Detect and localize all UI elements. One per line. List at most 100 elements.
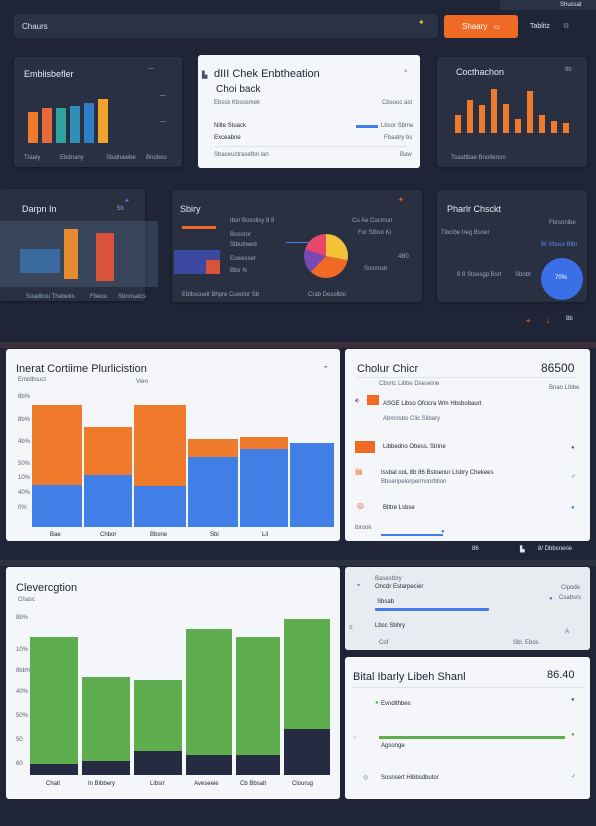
dot-icon[interactable]: ●	[571, 697, 575, 703]
bar-chart-panel[interactable]: Inerat Cortiime Plurlicistion Emidbsuct …	[6, 349, 340, 541]
grid-icon: ≡	[349, 625, 353, 631]
bar	[563, 123, 569, 133]
bar	[236, 637, 280, 755]
y-tick: 8b%	[16, 615, 29, 621]
rect-shape	[206, 260, 220, 274]
color-swatch	[355, 441, 375, 453]
bar	[70, 106, 80, 143]
text: 8 8 Stoesgp Bsrt	[457, 272, 502, 278]
line-icon: —	[160, 119, 166, 125]
text: Ibor Bosnlisy 8 8	[230, 218, 275, 224]
settings-icon[interactable]: ⚙	[563, 23, 570, 30]
status-left: 86	[472, 546, 479, 552]
card-darpn[interactable]: Darpn In ✦ 5b Soadbou Thebeks Fbeou Sbnn…	[0, 189, 158, 301]
bar	[551, 121, 557, 133]
list-panel-cholur[interactable]: Cholur Chicr 86500 Cbsrtc Libbe Dseseine…	[345, 349, 590, 541]
list-item-title[interactable]: Sosnsert Hibbsdbutor	[381, 775, 439, 781]
bar	[96, 233, 114, 281]
footer-text: Tsaattbae Bnoltenon	[451, 155, 506, 161]
list-item-sub: Bbsenpelorpermsnrbtion	[381, 479, 447, 485]
legend: Vieo	[136, 379, 148, 385]
share-button[interactable]: Shaary ▭	[444, 15, 518, 38]
green-chart-panel[interactable]: Clevercgtion Chasc 8b% 10% 8bb% 40% 50% …	[6, 567, 340, 799]
pin-icon[interactable]: ⌖	[357, 583, 361, 589]
tab-right[interactable]: Tablitz	[530, 23, 550, 30]
footer-text: Soadbou Thebeks	[26, 294, 75, 300]
pie-value: 70%	[555, 275, 568, 281]
card-emblisbefler[interactable]: Emblisbefler — — — Ttaaly Ebdnany Sbalna…	[14, 57, 182, 167]
list-item-title[interactable]: Agsonge	[381, 743, 405, 749]
text: Sbsab	[377, 599, 395, 605]
list-item-title[interactable]: ASGE Libso Ofcicra Wm Hbsbobaurt	[383, 401, 482, 407]
more-icon[interactable]: —	[148, 66, 154, 72]
check-icon[interactable]: ✓	[571, 474, 577, 480]
progress-bar	[356, 125, 378, 128]
pin-icon[interactable]: ✦	[398, 197, 404, 204]
list-item-title[interactable]: Evndithbes	[381, 701, 411, 707]
folder-icon: ▤	[355, 467, 363, 476]
bar	[186, 629, 232, 755]
y-tick: 10%	[18, 475, 31, 481]
bar	[188, 439, 238, 457]
row-label: Nilte Stuack	[214, 123, 247, 129]
bar	[479, 105, 485, 133]
list-panel-bital[interactable]: Bital Ibarly Libeh Shanl 86.40 ● Evndith…	[345, 657, 590, 799]
bar	[467, 100, 473, 133]
bar	[56, 108, 66, 143]
close-icon[interactable]: ×	[404, 69, 408, 75]
x-label: In Bibbery	[88, 781, 116, 787]
bar	[539, 115, 545, 133]
dot-icon[interactable]: ●	[571, 445, 575, 451]
arrow-icon[interactable]: ↓	[546, 316, 550, 325]
list-item-title[interactable]: Libbedno Obess. Strine	[383, 444, 446, 450]
text: Csabsrs	[559, 595, 582, 601]
bar	[491, 89, 497, 133]
badge: 8b	[565, 67, 572, 73]
sparkle-icon[interactable]: ✦	[418, 18, 425, 27]
pin-icon[interactable]: ⌖	[324, 365, 328, 371]
card-sbiry[interactable]: Sbiry ✦ Ibor Bosnlisy 8 8 Bosoror Stbubw…	[172, 190, 422, 302]
mini-panel[interactable]: ⌖ Basestbry Oncdr Estarpecier Sbsab Cipo…	[345, 567, 590, 650]
pin-icon[interactable]: ⌖	[526, 316, 531, 325]
text: Cipode	[561, 585, 581, 591]
corner-tab[interactable]: Shussat	[500, 0, 596, 10]
x-label: Lil	[262, 532, 269, 538]
share-icon: ▭	[493, 23, 500, 31]
progress-bar	[379, 736, 565, 739]
panel-title: Bital Ibarly Libeh Shanl	[353, 671, 466, 683]
x-label: Bae	[50, 532, 61, 538]
dot-icon[interactable]: ●	[571, 732, 575, 738]
list-item-title[interactable]: Blttre Lsbse	[383, 505, 415, 511]
line-text: Cbsouc ast	[382, 100, 413, 106]
bar	[84, 103, 94, 143]
subtitle: Bnao Libbe	[549, 385, 580, 391]
badge: 5b	[117, 206, 124, 212]
card-title: dIII Chek Enbtheation	[214, 68, 320, 80]
panel-value: 86.40	[547, 669, 575, 681]
card-cocthachon[interactable]: Cocthachon 8b Tsaattbae Bnoltenon	[437, 57, 587, 167]
text: Sbnbt	[515, 272, 531, 278]
slider-handle[interactable]: ●	[441, 529, 445, 535]
y-tick: 8bb%	[16, 668, 32, 674]
chart-subtitle: Chasc	[18, 597, 36, 603]
bar	[284, 729, 330, 775]
slider-track[interactable]	[381, 534, 443, 536]
footer-link[interactable]: Baw	[400, 152, 412, 158]
bar	[134, 751, 182, 775]
list-item-sub: Abmnsbo Clic Slibary	[383, 416, 441, 422]
line-icon: —	[160, 93, 166, 99]
card-check-enbtheation[interactable]: ▙ dIII Chek Enbtheation Choi back × Ebsc…	[198, 55, 420, 168]
bar	[84, 475, 132, 527]
card-pharlr[interactable]: Pharlr Chsckt Tibcibe Ireg Bsner Fbrsnni…	[437, 190, 587, 302]
list-item-title[interactable]: Issbal ooL 8b 86 Bstoenur Llsbry Chekees	[381, 470, 494, 476]
sparkle-icon[interactable]: ✦	[124, 198, 130, 205]
chart-icon[interactable]: ▙	[520, 547, 525, 553]
panel-title: Cholur Chicr	[357, 363, 419, 375]
dot-icon[interactable]: ●	[571, 505, 575, 511]
dot-icon[interactable]: ●	[549, 596, 553, 602]
bar	[42, 108, 52, 143]
bar	[30, 764, 78, 775]
check-icon[interactable]: ✓	[571, 774, 577, 780]
divider-band	[0, 560, 596, 566]
y-tick: 40%	[18, 490, 31, 496]
